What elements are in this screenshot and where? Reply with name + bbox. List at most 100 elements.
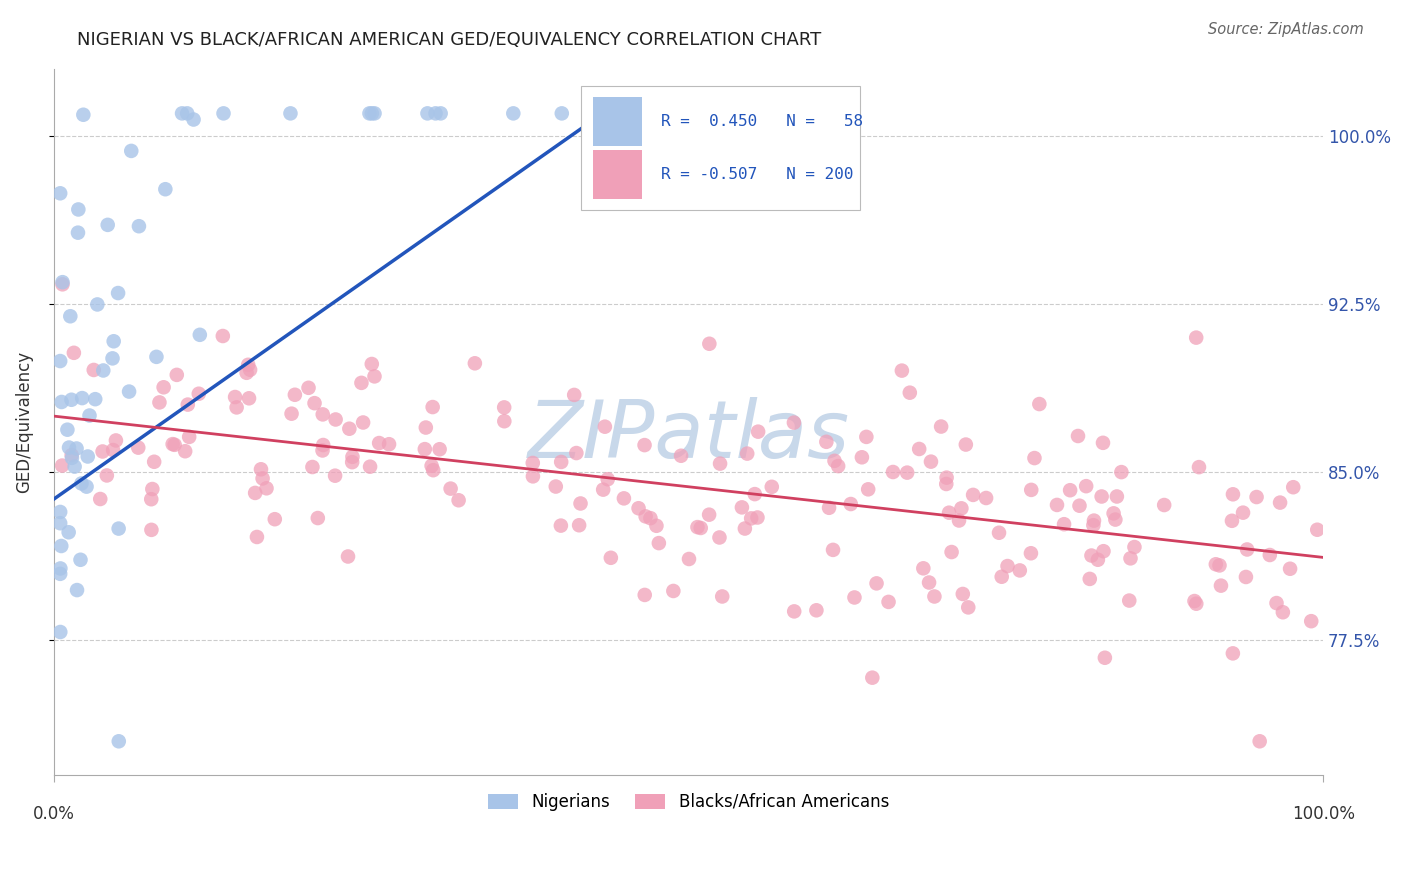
Point (101, 351, 124, 366)
Point (66, 226, 89, 240)
Point (79, 409, 101, 423)
Point (177, 398, 200, 412)
Point (238, 392, 260, 406)
Point (627, 501, 650, 516)
Point (49, 566, 72, 581)
Point (761, 480, 783, 494)
Point (1067, 429, 1090, 443)
Point (188, 327, 211, 342)
Point (1301, 614, 1323, 628)
Point (148, 395, 170, 409)
Point (1091, 490, 1114, 504)
Point (352, 416, 374, 430)
Point (58, 441, 80, 455)
Point (1104, 512, 1126, 526)
Point (49, 625, 72, 640)
Point (337, 549, 360, 564)
Point (502, 106, 524, 120)
Point (96, 468, 118, 483)
Point (1220, 514, 1243, 528)
Point (447, 493, 470, 508)
Point (544, 479, 567, 493)
Point (669, 449, 692, 463)
Point (1184, 594, 1206, 608)
Point (839, 497, 862, 511)
Point (107, 286, 129, 301)
Point (988, 525, 1011, 540)
Point (865, 576, 887, 591)
Point (827, 459, 849, 474)
Point (1105, 490, 1128, 504)
Point (1222, 646, 1244, 660)
Point (51, 458, 73, 473)
Point (65, 442, 87, 456)
Point (67, 202, 90, 217)
Point (1111, 465, 1133, 479)
Point (997, 559, 1019, 574)
Point (860, 671, 883, 685)
Point (174, 444, 197, 458)
Point (141, 523, 163, 537)
Point (955, 437, 977, 451)
Point (56, 423, 79, 437)
Point (815, 434, 838, 449)
Point (49, 505, 72, 519)
Point (84, 392, 107, 406)
Point (141, 492, 163, 507)
Point (97, 218, 120, 232)
Point (709, 457, 731, 471)
Point (586, 106, 609, 120)
Point (86, 297, 108, 311)
Point (360, 357, 382, 371)
Point (350, 376, 373, 390)
Point (235, 366, 257, 380)
Point (1102, 507, 1125, 521)
Point (1153, 498, 1175, 512)
Point (51, 275, 73, 289)
Point (744, 487, 766, 501)
Point (89, 491, 111, 506)
Point (72, 108, 94, 122)
Point (929, 419, 952, 434)
Point (740, 511, 762, 525)
Point (1234, 570, 1257, 584)
Point (60, 392, 83, 407)
Point (323, 468, 346, 483)
Point (924, 590, 946, 604)
Point (856, 483, 879, 497)
Point (170, 106, 193, 120)
Point (83, 363, 105, 377)
Point (689, 521, 711, 535)
Point (918, 575, 941, 590)
Point (633, 438, 655, 452)
Point (1087, 553, 1109, 567)
Legend: Nigerians, Blacks/African Americans: Nigerians, Blacks/African Americans (481, 786, 896, 817)
Point (844, 591, 866, 605)
Point (49, 561, 72, 575)
Point (464, 356, 486, 370)
Point (735, 447, 758, 461)
Point (494, 401, 516, 415)
Point (747, 425, 769, 439)
Point (1232, 506, 1254, 520)
Point (645, 518, 668, 533)
Point (59, 310, 82, 324)
Point (439, 482, 461, 496)
Point (522, 469, 544, 483)
Point (179, 430, 201, 444)
Point (990, 570, 1012, 584)
Point (1271, 605, 1294, 619)
Point (634, 588, 657, 602)
Point (912, 561, 935, 575)
Point (709, 531, 731, 545)
Point (562, 388, 585, 402)
Point (422, 400, 444, 414)
Point (60, 450, 83, 465)
Point (731, 500, 754, 515)
Point (284, 388, 307, 402)
Point (522, 456, 544, 470)
Point (325, 412, 347, 426)
Y-axis label: GED/Equivalency: GED/Equivalency (15, 351, 32, 492)
Point (176, 106, 198, 120)
Point (337, 422, 360, 436)
